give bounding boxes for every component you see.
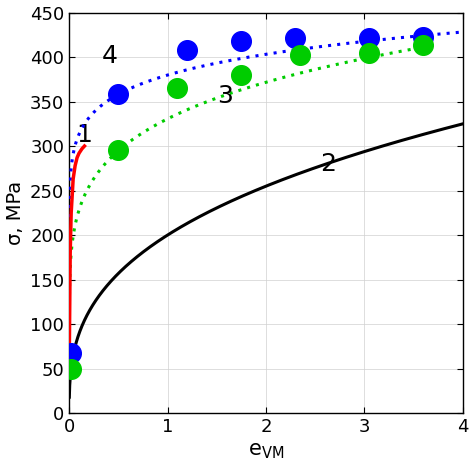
Point <box>67 349 75 356</box>
Point <box>237 37 245 45</box>
Point <box>419 34 427 41</box>
Text: 2: 2 <box>320 152 336 176</box>
Point <box>292 35 299 42</box>
Text: 1: 1 <box>76 123 92 147</box>
Point <box>365 35 373 42</box>
Point <box>115 147 122 154</box>
Point <box>183 46 191 54</box>
X-axis label: e$_{\mathregular{VM}}$: e$_{\mathregular{VM}}$ <box>248 441 284 461</box>
Point <box>297 51 304 59</box>
Point <box>173 85 181 92</box>
Point <box>419 41 427 48</box>
Point <box>365 49 373 57</box>
Text: 4: 4 <box>102 44 118 68</box>
Point <box>237 71 245 78</box>
Text: 3: 3 <box>217 85 233 108</box>
Y-axis label: σ, MPa: σ, MPa <box>6 181 25 245</box>
Point <box>67 365 75 372</box>
Point <box>115 91 122 98</box>
